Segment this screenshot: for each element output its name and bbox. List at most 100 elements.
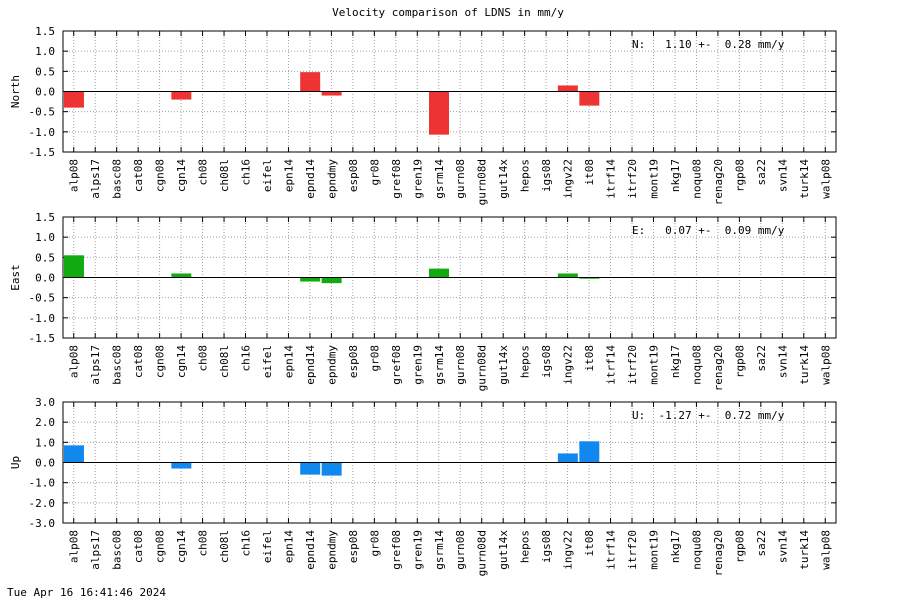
ytick-label: 0.0 xyxy=(35,86,55,99)
bar-gsrm14 xyxy=(429,91,449,135)
xtick-label: gurn08 xyxy=(454,159,467,199)
plot-frame xyxy=(62,216,837,339)
xtick-label: ch08 xyxy=(197,159,210,186)
panel-up: -3.0 -2.0 -1.0 0.0 1.0 2.0 3.0 alp08 alps17 basc0… xyxy=(9,396,837,576)
xtick-label: nkg17 xyxy=(669,530,682,563)
stats-annotation: U: -1.27 +- 0.72 mm/y xyxy=(632,409,785,422)
xtick-label: ingv22 xyxy=(562,530,575,570)
bar-gsrm14 xyxy=(429,268,449,278)
ytick-label: -1.0 xyxy=(29,477,56,490)
plot-frame xyxy=(62,401,837,524)
xtick-label: walp08 xyxy=(819,345,832,385)
xtick-label: gr08 xyxy=(368,159,381,186)
xtick-label: gsrm14 xyxy=(433,345,446,385)
ytick-label: -0.5 xyxy=(29,106,56,119)
xtick-label: itrf20 xyxy=(626,345,639,385)
ytick-label: 1.5 xyxy=(35,211,55,224)
ytick-label: 1.0 xyxy=(35,436,55,449)
timestamp-footer: Tue Apr 16 16:41:46 2024 xyxy=(7,586,166,599)
bar-epndmy xyxy=(321,462,342,476)
xtick-label: ch08l xyxy=(218,159,231,192)
xtick-label: itrf14 xyxy=(605,159,618,199)
xtick-label: sa22 xyxy=(755,530,768,557)
xtick-label: hepos xyxy=(519,345,532,378)
xtick-label: itrf14 xyxy=(605,345,618,385)
xtick-label: it08 xyxy=(583,530,596,557)
ytick-label: -1.5 xyxy=(29,332,56,345)
xtick-label: turk14 xyxy=(798,159,811,199)
xtick-label: nkg17 xyxy=(669,159,682,192)
xtick-label: svn14 xyxy=(776,530,789,563)
xtick-label: igs08 xyxy=(540,159,553,192)
chart-panels: -1.5 -1.0 -0.5 0.0 0.5 1.0 1.5 alp08 alps17 basc0… xyxy=(9,25,837,576)
xtick-label: eifel xyxy=(261,345,274,378)
ylabel-east: East xyxy=(9,264,22,291)
ytick-label: -1.0 xyxy=(29,312,56,325)
xtick-label: epndmy xyxy=(325,159,338,199)
ytick-label: 0.5 xyxy=(35,251,55,264)
xtick-label: alp08 xyxy=(68,530,81,563)
xtick-label: gr08 xyxy=(368,530,381,557)
xtick-label: turk14 xyxy=(798,530,811,570)
bar-ingv22 xyxy=(557,85,578,92)
ytick-label: -0.5 xyxy=(29,292,56,305)
xtick-label: walp08 xyxy=(819,530,832,570)
xtick-label: gr08 xyxy=(368,345,381,372)
xtick-label: nkg17 xyxy=(669,345,682,378)
xtick-label: gurn08 xyxy=(454,345,467,385)
xtick-label: gurn08 xyxy=(454,530,467,570)
xtick-label: ch08 xyxy=(197,530,210,557)
xtick-label: esp08 xyxy=(347,159,360,192)
xtick-label: cat08 xyxy=(132,345,145,378)
xtick-label: cgn08 xyxy=(154,530,167,563)
xtick-label: noqu08 xyxy=(690,159,703,199)
xtick-label: noqu08 xyxy=(690,345,703,385)
bar-alp08 xyxy=(64,91,84,108)
bar-cgn14 xyxy=(171,273,192,278)
xtick-label: sa22 xyxy=(755,345,768,372)
xtick-label: cgn08 xyxy=(154,345,167,378)
xtick-label: cat08 xyxy=(132,530,145,563)
xtick-label: mont19 xyxy=(647,159,660,199)
ytick-label: 1.5 xyxy=(35,25,55,38)
bar-epnd14 xyxy=(300,462,321,475)
xtick-label: gurn08d xyxy=(476,530,489,576)
xtick-label: gurn08d xyxy=(476,345,489,391)
xtick-label: ch16 xyxy=(240,159,253,186)
ytick-label: 2.0 xyxy=(35,416,55,429)
xtick-label: alps17 xyxy=(89,345,102,385)
xtick-label: alps17 xyxy=(89,530,102,570)
xtick-label: ingv22 xyxy=(562,345,575,385)
xtick-label: ingv22 xyxy=(562,159,575,199)
ylabel-up: Up xyxy=(9,456,22,469)
ytick-label: 3.0 xyxy=(35,396,55,409)
ytick-label: -1.0 xyxy=(29,126,56,139)
xtick-label: cgn14 xyxy=(175,159,188,192)
xtick-label: gurn08d xyxy=(476,159,489,205)
ytick-label: 1.0 xyxy=(35,231,55,244)
xtick-label: it08 xyxy=(583,159,596,186)
xtick-label: mont19 xyxy=(647,345,660,385)
xtick-label: gsrm14 xyxy=(433,530,446,570)
xtick-label: basc08 xyxy=(111,159,124,199)
panel-east: -1.5 -1.0 -0.5 0.0 0.5 1.0 1.5 alp08 alps17 basc0… xyxy=(9,211,837,391)
xtick-label: turk14 xyxy=(798,345,811,385)
xtick-label: esp08 xyxy=(347,530,360,563)
xtick-label: epndmy xyxy=(325,345,338,385)
xtick-label: noqu08 xyxy=(690,530,703,570)
bar-it08 xyxy=(579,277,600,279)
ytick-label: 0.0 xyxy=(35,272,55,285)
bar-it08 xyxy=(579,441,600,463)
xtick-label: igs08 xyxy=(540,345,553,378)
bar-ingv22 xyxy=(557,453,578,463)
bar-cgn14 xyxy=(171,91,192,100)
xtick-label: epnd14 xyxy=(304,530,317,570)
xtick-label: sa22 xyxy=(755,159,768,186)
xtick-label: basc08 xyxy=(111,345,124,385)
bar-alp08 xyxy=(64,445,84,463)
bar-epndmy xyxy=(321,91,342,96)
xtick-label: cgn08 xyxy=(154,159,167,192)
bar-epnd14 xyxy=(300,277,321,282)
bar-ingv22 xyxy=(557,273,578,278)
xtick-label: alp08 xyxy=(68,345,81,378)
